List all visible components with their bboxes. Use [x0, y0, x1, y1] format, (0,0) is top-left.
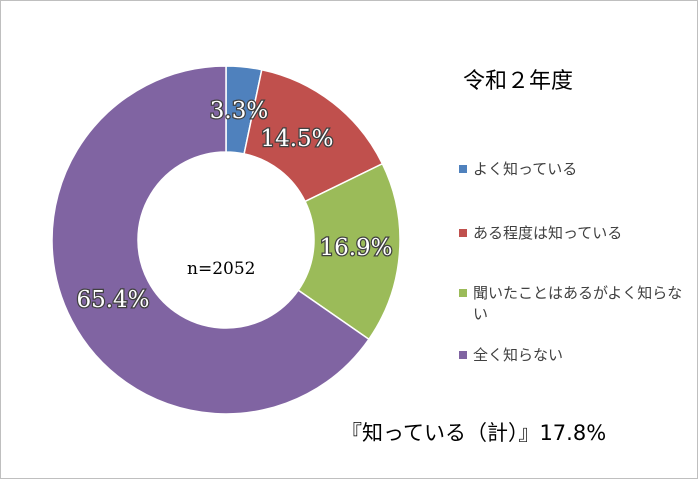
legend-swatch [459, 289, 467, 297]
legend-entry-heard-of: 聞いたことはあるがよく知らない [459, 283, 683, 325]
legend-swatch [459, 165, 467, 173]
legend-entry-somewhat-known: ある程度は知っている [459, 223, 683, 244]
legend-label: ある程度は知っている [473, 224, 623, 242]
slice-heard-of [297, 162, 401, 341]
legend-label: 聞いたことはあるがよく知らない [473, 284, 683, 323]
chart-title: 令和２年度 [463, 69, 574, 94]
legend-entry-well-known: よく知っている [459, 159, 683, 180]
legend-swatch [459, 229, 467, 237]
data-label-not-known: 65.4% [76, 287, 149, 313]
slice-not-known [51, 65, 370, 415]
data-label-heard-of: 16.9% [319, 235, 392, 261]
legend-entry-not-known: 全く知らない [459, 345, 683, 366]
data-label-somewhat-known: 14.5% [260, 126, 333, 152]
summary-text: 『知っている（計）』17.8% [341, 421, 607, 445]
sample-size-label: n=2052 [187, 259, 256, 279]
legend-label: よく知っている [473, 160, 578, 178]
legend-label: 全く知らない [473, 346, 564, 364]
data-label-well-known: 3.3% [210, 98, 268, 124]
legend-swatch [459, 351, 467, 359]
